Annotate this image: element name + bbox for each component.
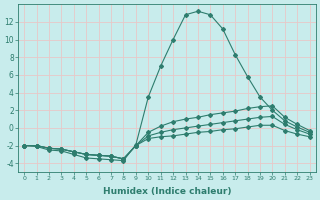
X-axis label: Humidex (Indice chaleur): Humidex (Indice chaleur) [103,187,231,196]
